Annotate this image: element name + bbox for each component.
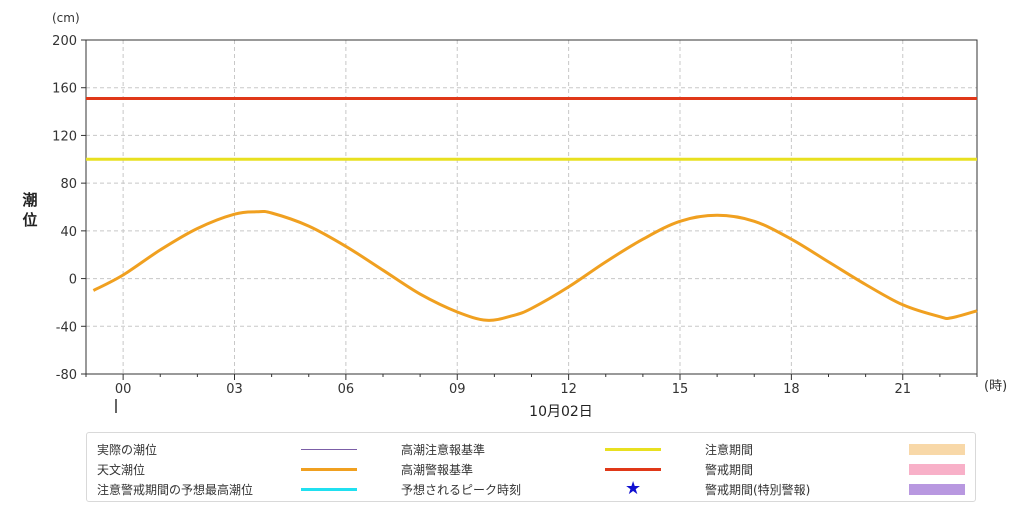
y-tick-label: 0 <box>69 273 77 288</box>
legend-swatch-line <box>301 488 357 491</box>
plot-area-frame <box>85 39 978 375</box>
y-tick-label: 200 <box>52 34 77 49</box>
y-axis-title-char: 潮 <box>22 191 37 209</box>
legend-swatch-line <box>605 468 661 471</box>
legend-label: 天文潮位 <box>97 463 146 477</box>
x-tick-label: 06 <box>338 382 355 397</box>
x-unit-label: (時) <box>984 379 1007 394</box>
date-label: 10月02日 <box>529 404 593 420</box>
y-unit-label: (cm) <box>52 11 80 25</box>
y-axis-title: 潮位 <box>22 191 37 229</box>
legend-label: 警戒期間 <box>705 463 754 477</box>
legend-swatch-line <box>301 449 357 450</box>
x-tick-label: 21 <box>894 382 911 397</box>
y-axis-ticks: -80 -40 0 40 80 120 160 200 <box>52 34 86 383</box>
y-tick-label: 160 <box>52 82 77 97</box>
x-tick-label: 18 <box>783 382 800 397</box>
legend-swatch-box <box>909 484 965 495</box>
y-tick-label: -40 <box>56 320 77 335</box>
legend-swatch-line <box>301 468 357 471</box>
x-tick-label: 00 <box>115 382 132 397</box>
legend-swatch-box <box>909 464 965 475</box>
series-line-0 <box>92 209 978 322</box>
x-tick-label: 03 <box>226 382 243 397</box>
legend-label: 高潮注意報基準 <box>401 443 486 457</box>
legend-label: 注意期間 <box>705 443 754 457</box>
legend-label: 注意警戒期間の予想最高潮位 <box>97 483 254 497</box>
y-axis-title-char: 位 <box>22 211 37 229</box>
legend-label: 警戒期間(特別警報) <box>705 483 811 497</box>
x-tick-label: 12 <box>560 382 577 397</box>
y-tick-label: 40 <box>60 225 77 240</box>
y-tick-label: 120 <box>52 129 77 144</box>
x-tick-label: 09 <box>449 382 466 397</box>
y-tick-label: -80 <box>56 368 77 383</box>
x-tick-label: 15 <box>672 382 689 397</box>
legend-label: 予想されるピーク時刻 <box>401 483 522 497</box>
x-axis-ticks: 00 03 06 09 12 15 18 21 <box>85 374 978 397</box>
legend: 実際の潮位天文潮位注意警戒期間の予想最高潮位 高潮注意報基準 高潮警報基準予想される… <box>86 432 976 502</box>
legend-label: 実際の潮位 <box>97 443 158 457</box>
y-tick-label: 80 <box>60 177 77 192</box>
chart-grid <box>86 40 977 374</box>
star-icon: ★ <box>625 478 642 499</box>
tide-chart: -80 -40 0 40 80 120 160 200 00 03 06 09 12 15 18 21 (c… <box>22 11 1007 420</box>
legend-label: 高潮警報基準 <box>401 463 474 477</box>
chart-series <box>86 96 978 322</box>
legend-swatch-line <box>605 448 661 451</box>
legend-swatch-box <box>909 444 965 455</box>
